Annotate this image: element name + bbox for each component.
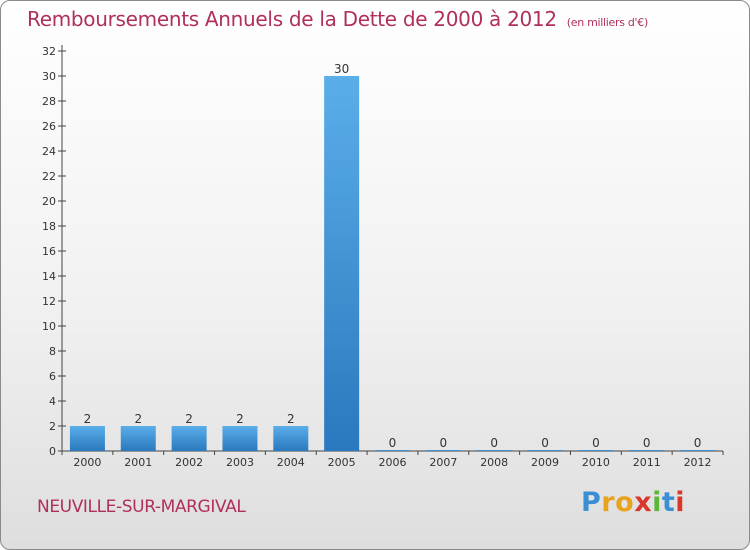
bar-2010 xyxy=(578,450,614,451)
bar-value-label-2004: 2 xyxy=(287,412,295,426)
logo-letter: r xyxy=(601,487,616,518)
y-tick-label: 20 xyxy=(42,195,56,208)
bar-2005 xyxy=(324,76,360,451)
bar-2008 xyxy=(476,450,512,451)
bar-value-label-2009: 0 xyxy=(541,436,549,450)
bar-value-label-2008: 0 xyxy=(490,436,498,450)
bar-value-label-2001: 2 xyxy=(134,412,142,426)
bar-value-label-2007: 0 xyxy=(440,436,448,450)
x-tick-label-2001: 2001 xyxy=(124,456,152,469)
y-tick-label: 22 xyxy=(42,170,56,183)
y-tick-label: 24 xyxy=(42,145,56,158)
bar-value-label-2011: 0 xyxy=(643,436,651,450)
x-tick-label-2005: 2005 xyxy=(328,456,356,469)
y-tick-label: 10 xyxy=(42,320,56,333)
x-tick-label-2000: 2000 xyxy=(73,456,101,469)
chart-title-text: Remboursements Annuels de la Dette de 20… xyxy=(27,7,557,31)
logo-letter: i xyxy=(652,487,662,518)
bar-2011 xyxy=(629,450,665,451)
x-tick-label-2002: 2002 xyxy=(175,456,203,469)
bar-2009 xyxy=(527,450,563,451)
logo-letter: x xyxy=(634,487,653,518)
y-tick-label: 8 xyxy=(49,345,56,358)
y-tick-label: 14 xyxy=(42,270,56,283)
chart-title: Remboursements Annuels de la Dette de 20… xyxy=(27,7,648,31)
bar-2006 xyxy=(375,450,410,451)
y-tick-label: 28 xyxy=(42,95,56,108)
x-tick-label-2011: 2011 xyxy=(633,456,661,469)
commune-name: NEUVILLE-SUR-MARGIVAL xyxy=(37,497,246,517)
bar-2012 xyxy=(680,450,716,451)
bar-2002 xyxy=(171,426,207,451)
bar-value-label-2000: 2 xyxy=(84,412,92,426)
bar-2003 xyxy=(222,426,258,451)
logo-letter: t xyxy=(661,487,676,518)
bar-2001 xyxy=(120,426,156,451)
logo-letter: o xyxy=(615,487,635,518)
bar-value-label-2012: 0 xyxy=(694,436,702,450)
x-tick-label-2008: 2008 xyxy=(480,456,508,469)
x-tick-label-2012: 2012 xyxy=(684,456,712,469)
y-tick-label: 0 xyxy=(49,445,56,458)
bar-2004 xyxy=(273,426,309,451)
bar-value-label-2002: 2 xyxy=(185,412,193,426)
x-tick-label-2006: 2006 xyxy=(379,456,407,469)
x-tick-label-2004: 2004 xyxy=(277,456,305,469)
x-tick-label-2009: 2009 xyxy=(531,456,559,469)
bar-value-label-2010: 0 xyxy=(592,436,600,450)
x-tick-label-2003: 2003 xyxy=(226,456,254,469)
y-tick-label: 2 xyxy=(49,420,56,433)
logo-letter: i xyxy=(675,487,686,518)
y-tick-label: 18 xyxy=(42,220,56,233)
y-tick-label: 4 xyxy=(49,395,56,408)
y-tick-label: 6 xyxy=(49,370,56,383)
y-tick-label: 30 xyxy=(42,70,56,83)
bar-2000 xyxy=(69,426,105,451)
bar-2007 xyxy=(425,450,461,451)
y-tick-label: 16 xyxy=(42,245,56,258)
bar-value-label-2003: 2 xyxy=(236,412,244,426)
bar-value-label-2006: 0 xyxy=(389,436,397,450)
x-tick-label-2007: 2007 xyxy=(429,456,457,469)
logo-letter: P xyxy=(581,487,602,518)
x-tick-label-2010: 2010 xyxy=(582,456,610,469)
bar-value-label-2005: 30 xyxy=(334,62,349,76)
proxiti-logo: Proxiti xyxy=(581,487,685,518)
y-tick-label: 12 xyxy=(42,295,56,308)
chart-subtitle: (en milliers d'€) xyxy=(566,16,648,29)
y-tick-label: 32 xyxy=(42,45,56,58)
y-tick-label: 26 xyxy=(42,120,56,133)
